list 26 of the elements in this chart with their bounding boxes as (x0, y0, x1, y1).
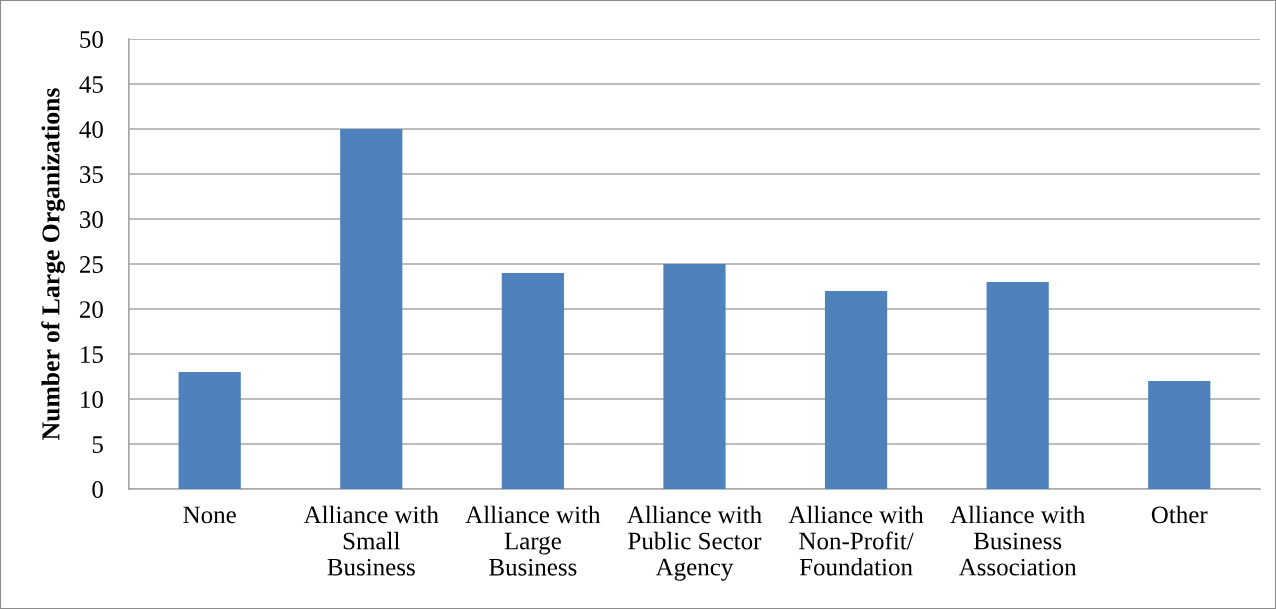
bar (340, 128, 403, 490)
bar (663, 264, 726, 490)
y-axis-title: Number of Large Organizations (41, 88, 65, 440)
y-tick-label: 5 (92, 436, 103, 453)
y-tick-label: 30 (80, 211, 103, 228)
x-tick-label: Alliance with Business Association (950, 505, 1086, 576)
y-tick-label: 40 (79, 121, 103, 138)
x-tick-label: Alliance with Small Business (303, 505, 439, 576)
x-tick-label: None (183, 506, 236, 524)
bar (986, 282, 1049, 490)
y-tick-label: 15 (81, 346, 103, 363)
y-tick-label: 20 (79, 301, 103, 318)
bar (1148, 381, 1211, 490)
y-tick-label: 0 (92, 481, 103, 498)
x-tick-label: Alliance with Public Sector Agency (627, 505, 762, 581)
x-tick-label: Alliance with Large Business (465, 505, 601, 576)
bar (501, 273, 564, 490)
x-tick-label: Alliance with Non-Profit/ Foundation (788, 505, 924, 576)
y-tick-label: 10 (81, 391, 103, 408)
y-tick-label: 50 (80, 31, 103, 48)
bar (178, 372, 241, 490)
y-tick-label: 35 (80, 166, 103, 183)
bar (824, 291, 888, 490)
x-tick-label: Other (1151, 505, 1208, 524)
y-tick-label: 45 (79, 76, 103, 93)
y-tick-label: 25 (79, 256, 103, 273)
